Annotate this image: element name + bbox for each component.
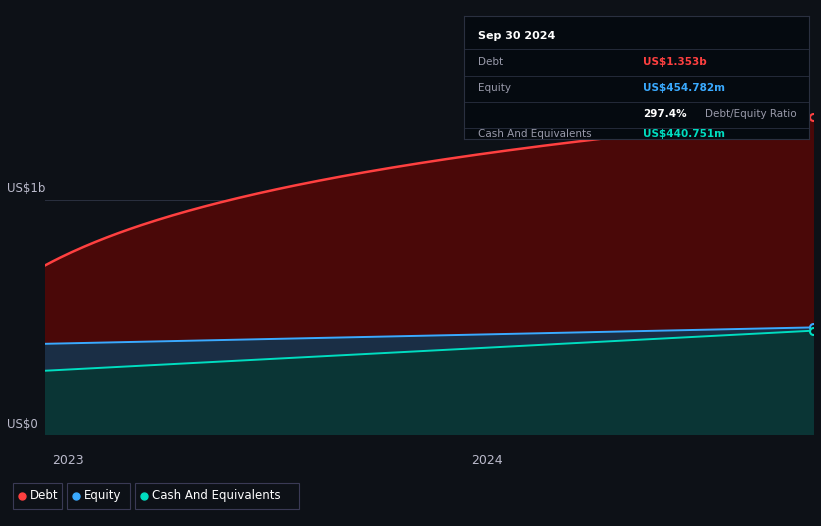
Text: US$1.353b: US$1.353b	[643, 57, 707, 67]
Text: Sep 30 2024: Sep 30 2024	[478, 31, 555, 41]
Text: US$0: US$0	[7, 418, 37, 431]
Text: Debt/Equity Ratio: Debt/Equity Ratio	[705, 109, 797, 119]
Text: Equity: Equity	[478, 83, 511, 93]
Text: Equity: Equity	[84, 489, 122, 502]
Text: Cash And Equivalents: Cash And Equivalents	[478, 129, 591, 139]
Text: 297.4%: 297.4%	[643, 109, 687, 119]
Text: Debt: Debt	[478, 57, 502, 67]
Text: Debt: Debt	[30, 489, 58, 502]
Text: 2023: 2023	[53, 454, 84, 467]
Text: US$454.782m: US$454.782m	[643, 83, 725, 93]
Text: Cash And Equivalents: Cash And Equivalents	[152, 489, 281, 502]
Text: 2024: 2024	[470, 454, 502, 467]
Text: US$440.751m: US$440.751m	[643, 129, 725, 139]
Text: US$1b: US$1b	[7, 181, 45, 195]
